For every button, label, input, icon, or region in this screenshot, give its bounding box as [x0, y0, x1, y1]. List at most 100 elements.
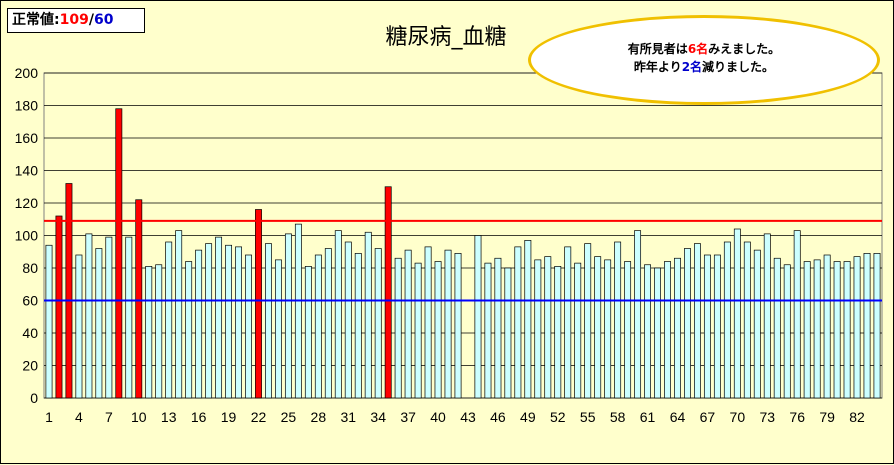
- bar-78: [813, 259, 821, 399]
- bar-9: [125, 236, 133, 399]
- bar-61: [644, 264, 652, 399]
- bar-67: [703, 254, 711, 399]
- bar-73: [763, 233, 771, 399]
- bar-28: [314, 254, 322, 399]
- bar-13: [165, 241, 173, 399]
- bar-63: [664, 261, 671, 399]
- bar-64: [674, 257, 681, 399]
- callout-line-2: 昨年より2名減りました。: [531, 58, 877, 76]
- bar-11: [145, 266, 153, 399]
- bar-38: [414, 262, 422, 399]
- x-tick-label-7: 7: [105, 409, 113, 425]
- x-tick-label-13: 13: [161, 409, 177, 425]
- x-tick-label-25: 25: [281, 409, 297, 425]
- bar-80: [833, 261, 841, 399]
- bar-74: [773, 257, 781, 399]
- normal-value-separator: /: [88, 12, 94, 28]
- x-tick-label-79: 79: [819, 409, 835, 425]
- bar-7: [105, 236, 113, 399]
- bar-24: [274, 259, 282, 399]
- callout-ellipse: 有所見者は6名みえました。 昨年より2名減りました。: [528, 15, 880, 105]
- y-tick-label-0: 0: [30, 390, 38, 406]
- callout-line-2-num: 2名: [681, 60, 703, 74]
- bar-52: [554, 266, 562, 399]
- bar-17: [205, 243, 213, 399]
- bar-62: [654, 267, 661, 399]
- x-tick-label-55: 55: [580, 409, 596, 425]
- callout-line-2-pre: 昨年より: [633, 60, 682, 74]
- bar-53: [564, 246, 572, 399]
- bar-22: [255, 209, 262, 399]
- x-tick-label-64: 64: [670, 409, 686, 425]
- bar-72: [753, 249, 761, 399]
- x-tick-label-70: 70: [730, 409, 746, 425]
- bar-66: [693, 243, 701, 399]
- x-tick-label-40: 40: [430, 409, 446, 425]
- x-tick-label-19: 19: [221, 409, 237, 425]
- bar-76: [793, 230, 801, 399]
- bar-8: [115, 108, 123, 399]
- bar-47: [504, 267, 512, 399]
- bar-4: [75, 254, 83, 399]
- bar-18: [215, 236, 223, 399]
- y-tick-label-180: 180: [15, 98, 39, 114]
- bar-25: [284, 233, 292, 399]
- bar-83: [863, 253, 871, 399]
- bar-14: [175, 230, 183, 399]
- y-tick-label-100: 100: [15, 228, 39, 244]
- x-tick-label-73: 73: [759, 409, 775, 425]
- x-tick-label-58: 58: [610, 409, 626, 425]
- bar-1: [45, 244, 53, 399]
- bar-49: [524, 240, 532, 399]
- x-tick-label-52: 52: [550, 409, 566, 425]
- bar-71: [743, 241, 751, 399]
- y-tick-label-20: 20: [22, 358, 38, 374]
- bar-19: [225, 244, 233, 399]
- bar-33: [364, 231, 372, 399]
- bar-48: [514, 246, 522, 399]
- bar-57: [604, 259, 612, 399]
- callout-line-1: 有所見者は6名みえました。: [531, 40, 877, 58]
- bar-23: [265, 243, 272, 399]
- bar-27: [304, 266, 312, 399]
- bar-39: [424, 246, 432, 399]
- normal-value-legend: 正常値:109/60: [7, 8, 145, 33]
- bar-60: [634, 230, 642, 399]
- bar-36: [394, 257, 402, 399]
- bar-31: [344, 241, 352, 399]
- bar-55: [584, 243, 592, 399]
- normal-value-low: 60: [93, 12, 114, 28]
- bar-29: [324, 248, 332, 399]
- bar-70: [733, 228, 741, 399]
- x-tick-label-43: 43: [460, 409, 476, 425]
- bar-40: [434, 261, 442, 399]
- x-tick-label-67: 67: [700, 409, 716, 425]
- bar-41: [444, 249, 452, 399]
- bar-3: [65, 183, 73, 399]
- bar-12: [155, 264, 163, 399]
- x-tick-label-10: 10: [131, 409, 147, 425]
- x-tick-label-31: 31: [340, 409, 356, 425]
- normal-value-label: 正常値:: [12, 12, 60, 28]
- bar-44: [474, 235, 482, 399]
- bar-51: [544, 256, 552, 399]
- y-tick-label-40: 40: [22, 325, 38, 341]
- bar-10: [135, 199, 143, 399]
- callout-line-2-post: 減りました。: [702, 60, 775, 74]
- bar-65: [684, 248, 691, 399]
- bar-37: [404, 249, 412, 399]
- bar-58: [614, 241, 622, 399]
- bar-6: [95, 248, 103, 399]
- bar-45: [484, 262, 492, 399]
- x-tick-label-37: 37: [400, 409, 416, 425]
- bar-81: [843, 261, 851, 399]
- bar-69: [723, 241, 731, 399]
- bar-5: [85, 233, 93, 399]
- bar-84: [873, 253, 881, 399]
- x-tick-label-49: 49: [520, 409, 536, 425]
- x-tick-label-76: 76: [789, 409, 805, 425]
- bar-56: [594, 256, 602, 399]
- y-tick-label-140: 140: [15, 163, 39, 179]
